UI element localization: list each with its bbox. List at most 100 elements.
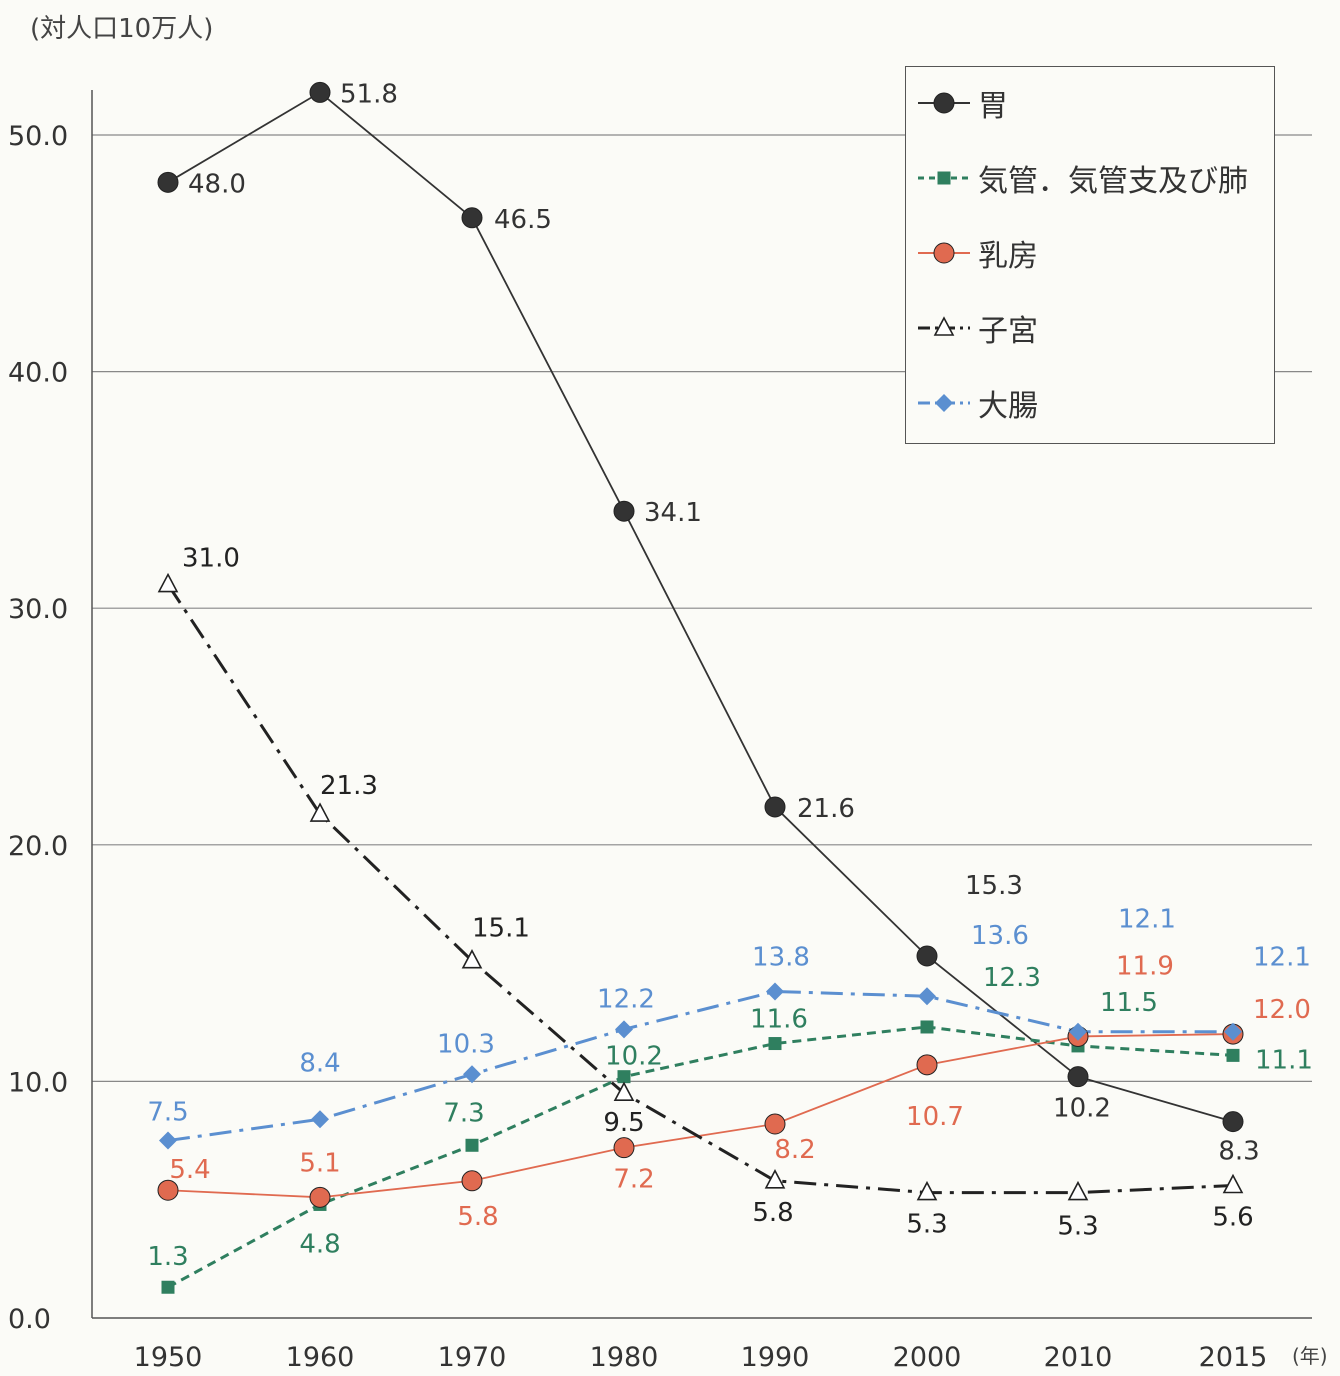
x-tick-label: 2015 <box>1199 1342 1268 1373</box>
data-label: 12.0 <box>1253 995 1311 1025</box>
y-tick-label: 30.0 <box>8 594 68 625</box>
data-label: 13.6 <box>971 921 1029 951</box>
data-point <box>766 982 784 1001</box>
x-tick-label: 1980 <box>590 1342 659 1373</box>
legend-marker <box>933 92 955 114</box>
data-point <box>918 987 936 1006</box>
x-tick-label: 1970 <box>438 1342 507 1373</box>
y-tick-label: 20.0 <box>8 831 68 862</box>
x-tick-label: 1950 <box>134 1342 203 1373</box>
data-point <box>1226 1048 1240 1062</box>
data-point <box>613 1137 635 1159</box>
data-label: 5.3 <box>906 1210 947 1240</box>
data-label: 7.3 <box>443 1098 484 1128</box>
legend-label: 胃 <box>978 89 1008 124</box>
data-point <box>1067 1066 1089 1088</box>
data-label: 5.8 <box>457 1202 498 1232</box>
data-label: 12.3 <box>983 963 1041 993</box>
data-label: 5.8 <box>752 1198 793 1228</box>
data-label: 9.5 <box>603 1108 644 1138</box>
data-point <box>157 1179 179 1201</box>
y-axis-title: (対人口10万人) <box>30 14 214 44</box>
x-axis-unit: (年) <box>1292 1344 1328 1368</box>
data-label: 21.6 <box>797 794 855 824</box>
data-label: 12.1 <box>1118 905 1176 935</box>
data-label: 4.8 <box>299 1229 340 1259</box>
data-point <box>157 572 179 593</box>
y-tick-label: 50.0 <box>8 121 68 152</box>
data-label: 13.8 <box>752 942 810 972</box>
series-line <box>166 583 1234 1195</box>
data-point <box>461 1170 483 1192</box>
data-label: 31.0 <box>182 544 240 574</box>
data-label: 5.6 <box>1212 1203 1253 1233</box>
data-point <box>1222 1173 1244 1194</box>
data-label: 11.9 <box>1116 951 1174 981</box>
data-point <box>764 796 786 818</box>
legend-swatch <box>918 92 970 114</box>
y-tick-label: 10.0 <box>8 1067 68 1098</box>
legend-swatch <box>918 394 970 412</box>
data-point <box>309 1186 331 1208</box>
data-point <box>764 1113 786 1135</box>
legend-label: 乳房 <box>978 239 1038 274</box>
data-point <box>159 1131 177 1150</box>
data-label: 51.8 <box>340 79 398 109</box>
data-point <box>1224 1022 1242 1041</box>
legend-item: 胃 <box>916 83 1008 124</box>
data-label: 5.1 <box>299 1148 340 1178</box>
data-label: 11.6 <box>750 1005 808 1035</box>
data-label: 12.2 <box>597 984 655 1014</box>
data-point <box>764 1169 786 1189</box>
legend: 胃気管．気管支及び肺 乳房 子宮 大腸 <box>905 66 1275 444</box>
data-point <box>1222 1111 1244 1133</box>
data-label: 21.3 <box>320 771 378 801</box>
data-label: 10.7 <box>906 1102 964 1132</box>
data-point <box>461 207 483 229</box>
legend-marker <box>933 316 955 336</box>
data-point <box>465 1138 479 1152</box>
data-label: 1.3 <box>147 1242 188 1272</box>
legend-item: 気管．気管支及び肺 <box>916 158 1248 199</box>
y-tick-label: 40.0 <box>8 358 68 389</box>
y-tick-label: 0.0 <box>8 1304 51 1335</box>
data-label: 8.2 <box>774 1135 815 1165</box>
data-point <box>916 1054 938 1076</box>
data-point <box>613 1081 635 1102</box>
data-label: 11.1 <box>1255 1045 1313 1075</box>
data-label: 8.3 <box>1218 1137 1259 1167</box>
data-point <box>1067 1180 1089 1201</box>
x-tick-label: 1960 <box>286 1342 355 1373</box>
data-point <box>613 500 635 522</box>
legend-label: 気管．気管支及び肺 <box>978 164 1248 199</box>
data-point <box>461 949 483 969</box>
legend-marker <box>933 242 955 264</box>
data-label: 7.2 <box>613 1165 654 1195</box>
x-tick-label: 1990 <box>741 1342 810 1373</box>
data-point <box>617 1070 631 1084</box>
data-label: 5.3 <box>1057 1212 1098 1242</box>
data-point <box>615 1020 633 1039</box>
series-line <box>167 989 1233 1143</box>
legend-marker <box>937 171 951 185</box>
legend-marker <box>935 394 953 412</box>
data-label: 46.5 <box>494 205 552 235</box>
data-label: 15.1 <box>472 914 530 944</box>
data-label: 10.2 <box>1053 1094 1111 1124</box>
data-point <box>463 1065 481 1084</box>
data-point <box>309 802 331 822</box>
data-point <box>916 945 938 967</box>
data-point <box>768 1037 782 1051</box>
data-point <box>1069 1022 1087 1041</box>
legend-item: 大腸 <box>916 383 1038 424</box>
data-label: 7.5 <box>147 1098 188 1128</box>
data-label: 5.4 <box>169 1155 210 1185</box>
legend-swatch <box>918 242 970 264</box>
data-point <box>920 1020 934 1034</box>
data-point <box>157 171 179 193</box>
legend-swatch <box>918 316 970 336</box>
series-line <box>167 91 1234 1123</box>
x-tick-label: 2010 <box>1044 1342 1113 1373</box>
